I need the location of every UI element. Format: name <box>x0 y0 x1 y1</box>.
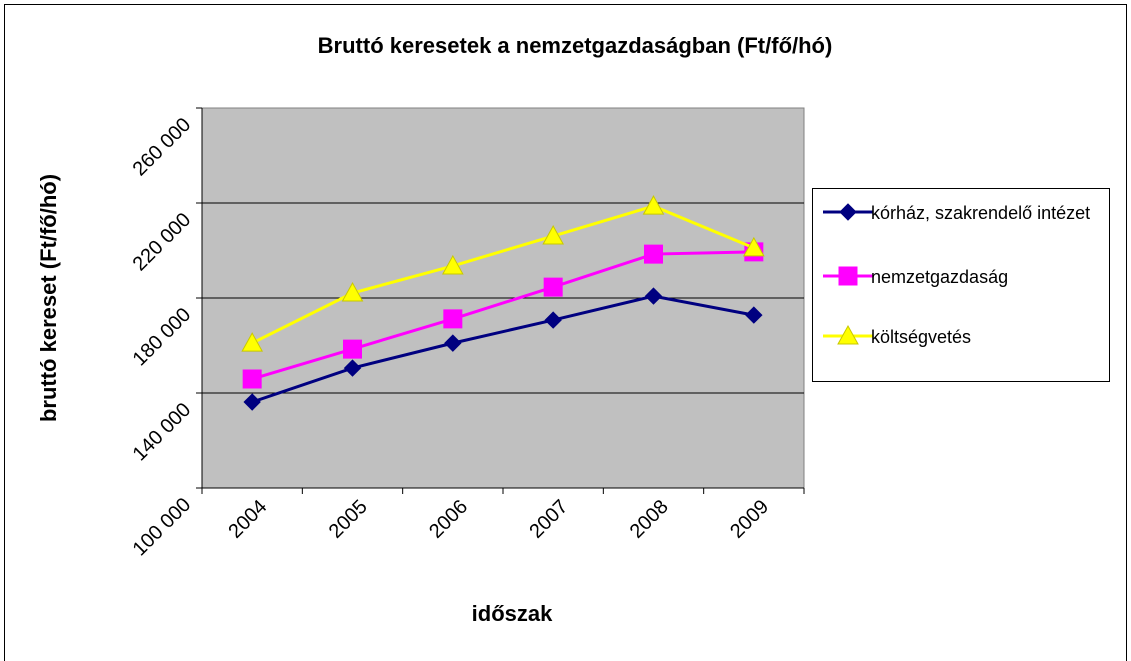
marker <box>343 359 362 377</box>
marker <box>542 224 565 245</box>
marker <box>838 266 858 286</box>
marker <box>745 306 763 324</box>
legend-label: kórház, szakrendelő intézet <box>871 203 1091 223</box>
marker <box>543 277 563 297</box>
marker <box>243 393 261 411</box>
legend-swatch <box>823 266 873 286</box>
marker <box>343 339 362 359</box>
marker <box>441 254 464 275</box>
marker <box>444 334 462 352</box>
marker <box>644 244 663 264</box>
chart-title: Bruttó keresetek a nemzetgazdaságban (Ft… <box>318 33 833 58</box>
marker <box>644 287 663 305</box>
marker <box>742 236 765 257</box>
legend-entry: költségvetés <box>813 317 1111 377</box>
legend: kórház, szakrendelő intézet nemzetgazdasá… <box>812 188 1110 382</box>
legend-label: költségvetés <box>871 327 972 347</box>
series-line <box>251 250 754 381</box>
legend-swatch <box>823 324 873 345</box>
marker <box>242 369 262 389</box>
legend-entry: nemzetgazdaság <box>813 257 1111 317</box>
marker <box>241 332 264 352</box>
marker <box>544 311 562 329</box>
marker <box>839 203 857 221</box>
x-axis-title: időszak <box>472 601 553 626</box>
marker <box>443 309 463 329</box>
marker <box>341 281 364 302</box>
legend-label: nemzetgazdaság <box>871 267 1009 287</box>
legend-swatch <box>823 203 873 221</box>
y-axis-title: bruttó kereset (Ft/fő/hó) <box>36 174 61 422</box>
legend-entry: kórház, szakrendelő intézet <box>813 193 1111 253</box>
marker <box>642 195 665 215</box>
series-line <box>251 204 755 345</box>
series-line <box>251 294 755 404</box>
marker <box>837 324 859 345</box>
